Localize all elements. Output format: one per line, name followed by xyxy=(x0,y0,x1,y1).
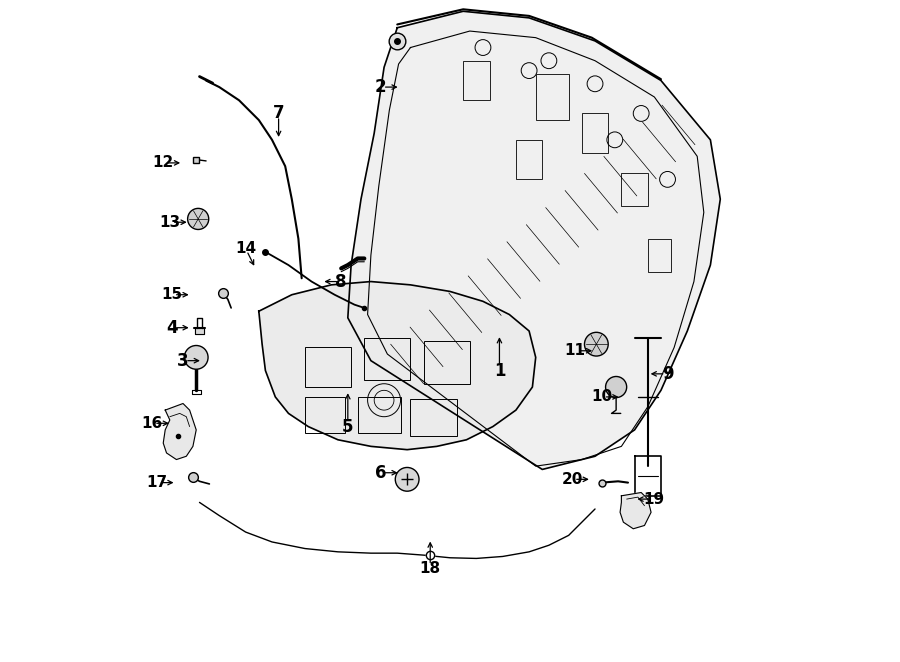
Polygon shape xyxy=(163,404,196,459)
Polygon shape xyxy=(347,11,720,469)
Text: 17: 17 xyxy=(146,475,167,490)
Polygon shape xyxy=(620,493,651,529)
Text: 8: 8 xyxy=(336,273,347,291)
Text: 19: 19 xyxy=(644,492,665,506)
Text: 18: 18 xyxy=(419,561,441,576)
Circle shape xyxy=(395,467,419,491)
Circle shape xyxy=(187,209,209,230)
Text: 15: 15 xyxy=(161,287,183,303)
Text: 3: 3 xyxy=(177,352,189,369)
Text: 11: 11 xyxy=(565,344,586,358)
Circle shape xyxy=(184,346,208,369)
Polygon shape xyxy=(259,281,536,449)
Circle shape xyxy=(584,332,608,356)
Text: 7: 7 xyxy=(273,105,284,122)
Text: 12: 12 xyxy=(153,156,174,170)
Text: 6: 6 xyxy=(375,464,386,482)
Text: 13: 13 xyxy=(159,214,180,230)
Text: 9: 9 xyxy=(662,365,673,383)
Polygon shape xyxy=(195,328,204,334)
Text: 16: 16 xyxy=(141,416,163,431)
Text: 10: 10 xyxy=(591,389,612,404)
Circle shape xyxy=(606,377,626,398)
Text: 4: 4 xyxy=(166,318,177,337)
Text: 20: 20 xyxy=(562,472,582,487)
Text: 2: 2 xyxy=(375,78,387,96)
Text: 1: 1 xyxy=(494,361,505,379)
Text: 14: 14 xyxy=(235,241,256,256)
Text: 5: 5 xyxy=(342,418,354,436)
